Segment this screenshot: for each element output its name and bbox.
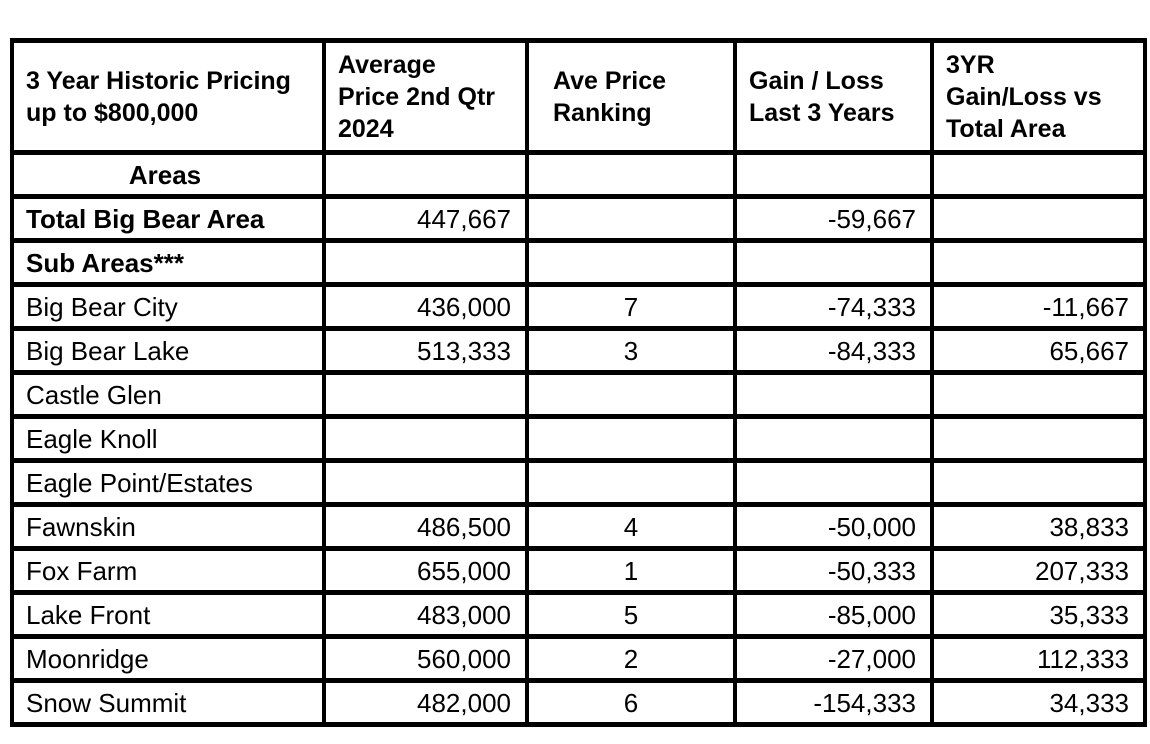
avg-price-cell <box>322 238 529 287</box>
area-label: Eagle Point/Estates <box>10 458 326 507</box>
gain-loss-cell: -59,667 <box>733 194 934 243</box>
table-row: Castle Glen <box>10 370 1147 419</box>
gain-loss-cell <box>733 150 934 199</box>
area-label: Big Bear City <box>10 282 326 331</box>
vs-total-header: 3YR Gain/Loss vs Total Area <box>930 38 1147 155</box>
area-label: Areas <box>10 150 326 199</box>
vs-total-cell: 34,333 <box>930 678 1147 727</box>
gain-loss-cell <box>733 238 934 287</box>
gain-loss-cell: -27,000 <box>733 634 934 683</box>
ranking-cell: 6 <box>525 678 737 727</box>
table-row: Total Big Bear Area 447,667 -59,667 <box>10 194 1147 243</box>
table-row: Fox Farm 655,000 1 -50,333 207,333 <box>10 546 1147 595</box>
ranking-cell <box>525 238 737 287</box>
avg-price-cell: 655,000 <box>322 546 529 595</box>
gain-loss-cell: -84,333 <box>733 326 934 375</box>
area-label: Big Bear Lake <box>10 326 326 375</box>
area-label: Total Big Bear Area <box>10 194 326 243</box>
avg-price-cell <box>322 458 529 507</box>
gain-loss-cell: -154,333 <box>733 678 934 727</box>
vs-total-cell <box>930 150 1147 199</box>
table-row: Eagle Knoll <box>10 414 1147 463</box>
ranking-cell <box>525 458 737 507</box>
ranking-cell <box>525 414 737 463</box>
avg-price-cell: 560,000 <box>322 634 529 683</box>
area-label: Lake Front <box>10 590 326 639</box>
avg-price-cell: 483,000 <box>322 590 529 639</box>
vs-total-cell: -11,667 <box>930 282 1147 331</box>
gain-loss-cell: -50,333 <box>733 546 934 595</box>
vs-total-cell: 35,333 <box>930 590 1147 639</box>
gain-loss-cell: -50,000 <box>733 502 934 551</box>
gain-loss-cell: -85,000 <box>733 590 934 639</box>
ranking-cell: 2 <box>525 634 737 683</box>
table-row: Big Bear City 436,000 7 -74,333 -11,667 <box>10 282 1147 331</box>
vs-total-cell: 207,333 <box>930 546 1147 595</box>
pricing-table-container: 3 Year Historic Pricing up to $800,000 Av… <box>10 38 1147 727</box>
title-header: 3 Year Historic Pricing up to $800,000 <box>10 38 326 155</box>
avg-price-cell: 436,000 <box>322 282 529 331</box>
vs-total-cell: 38,833 <box>930 502 1147 551</box>
gain-loss-cell <box>733 414 934 463</box>
gain-loss-cell <box>733 370 934 419</box>
ranking-cell: 1 <box>525 546 737 595</box>
table-row: Areas <box>10 150 1147 199</box>
avg-price-cell <box>322 150 529 199</box>
ranking-header: Ave Price Ranking <box>525 38 737 155</box>
table-row: Snow Summit 482,000 6 -154,333 34,333 <box>10 678 1147 727</box>
vs-total-cell <box>930 458 1147 507</box>
historic-pricing-table: 3 Year Historic Pricing up to $800,000 Av… <box>10 38 1147 727</box>
vs-total-cell: 112,333 <box>930 634 1147 683</box>
avg-price-header: Average Price 2nd Qtr 2024 <box>322 38 529 155</box>
ranking-cell: 4 <box>525 502 737 551</box>
area-label: Moonridge <box>10 634 326 683</box>
area-label: Fox Farm <box>10 546 326 595</box>
table-header-row: 3 Year Historic Pricing up to $800,000 Av… <box>10 38 1147 155</box>
area-label: Fawnskin <box>10 502 326 551</box>
avg-price-cell: 482,000 <box>322 678 529 727</box>
gain-loss-cell <box>733 458 934 507</box>
avg-price-cell <box>322 414 529 463</box>
ranking-cell: 3 <box>525 326 737 375</box>
vs-total-cell <box>930 370 1147 419</box>
table-row: Fawnskin 486,500 4 -50,000 38,833 <box>10 502 1147 551</box>
ranking-cell <box>525 194 737 243</box>
table-row: Lake Front 483,000 5 -85,000 35,333 <box>10 590 1147 639</box>
avg-price-cell: 513,333 <box>322 326 529 375</box>
table-row: Sub Areas*** <box>10 238 1147 287</box>
vs-total-cell <box>930 194 1147 243</box>
area-label: Sub Areas*** <box>10 238 326 287</box>
area-label: Snow Summit <box>10 678 326 727</box>
gain-loss-header: Gain / Loss Last 3 Years <box>733 38 934 155</box>
vs-total-cell <box>930 414 1147 463</box>
avg-price-cell: 486,500 <box>322 502 529 551</box>
table-row: Big Bear Lake 513,333 3 -84,333 65,667 <box>10 326 1147 375</box>
vs-total-cell <box>930 238 1147 287</box>
ranking-cell: 7 <box>525 282 737 331</box>
ranking-cell: 5 <box>525 590 737 639</box>
ranking-cell <box>525 370 737 419</box>
ranking-cell <box>525 150 737 199</box>
area-label: Eagle Knoll <box>10 414 326 463</box>
area-label: Castle Glen <box>10 370 326 419</box>
vs-total-cell: 65,667 <box>930 326 1147 375</box>
table-row: Eagle Point/Estates <box>10 458 1147 507</box>
table-row: Moonridge 560,000 2 -27,000 112,333 <box>10 634 1147 683</box>
avg-price-cell <box>322 370 529 419</box>
gain-loss-cell: -74,333 <box>733 282 934 331</box>
avg-price-cell: 447,667 <box>322 194 529 243</box>
